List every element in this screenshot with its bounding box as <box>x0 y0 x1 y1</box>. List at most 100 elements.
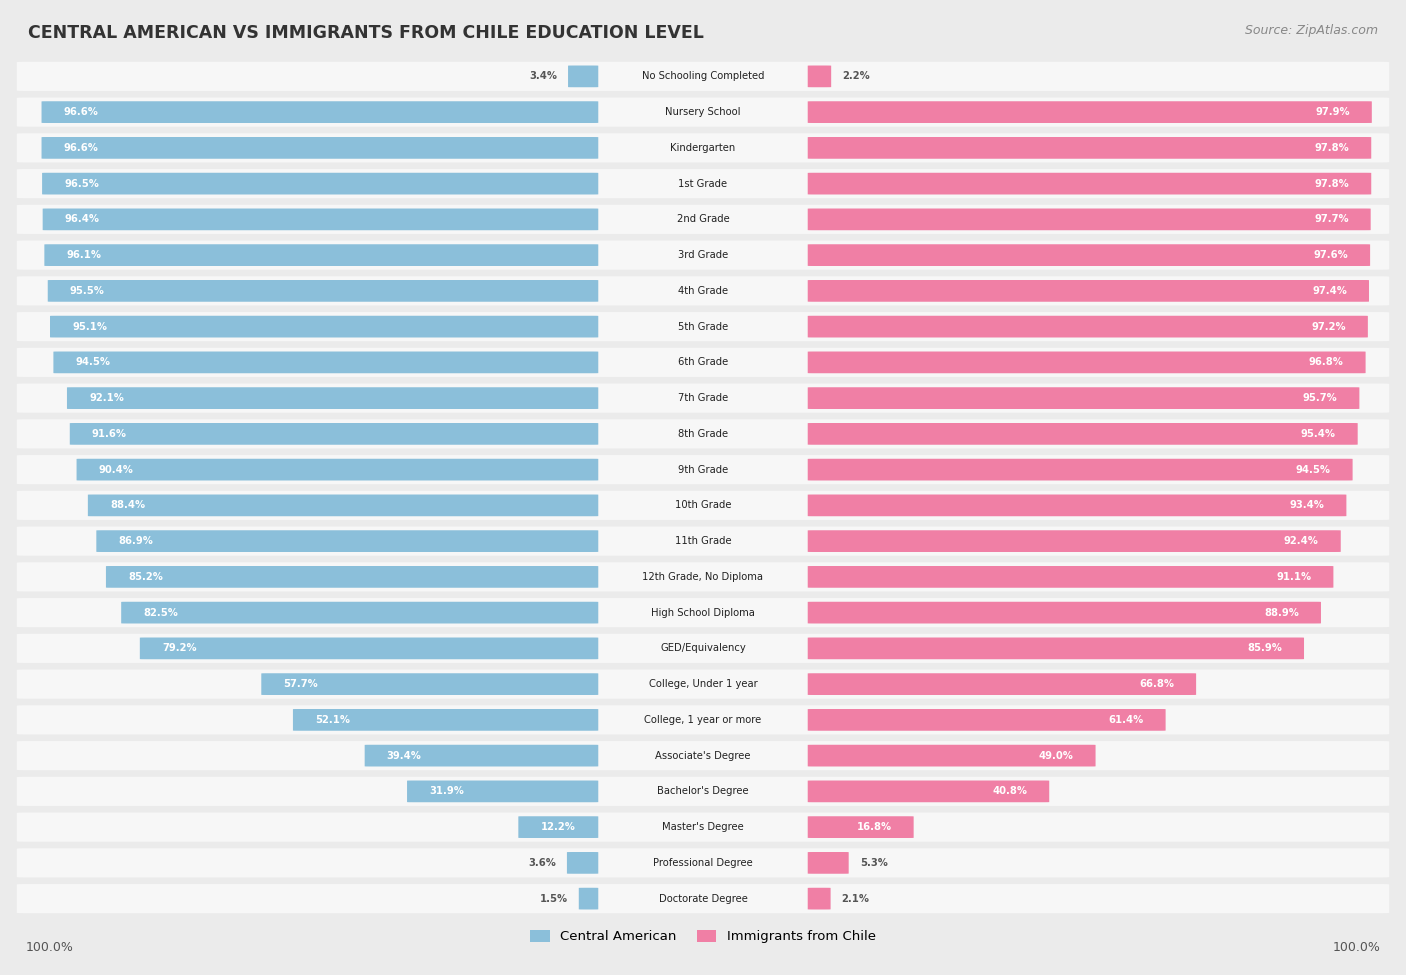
Text: Kindergarten: Kindergarten <box>671 143 735 153</box>
Text: 7th Grade: 7th Grade <box>678 393 728 403</box>
Text: 94.5%: 94.5% <box>1295 465 1330 475</box>
Text: 1st Grade: 1st Grade <box>679 178 727 188</box>
FancyBboxPatch shape <box>70 423 599 445</box>
Text: Source: ZipAtlas.com: Source: ZipAtlas.com <box>1244 24 1378 37</box>
Text: 95.5%: 95.5% <box>70 286 104 295</box>
FancyBboxPatch shape <box>807 781 1049 802</box>
FancyBboxPatch shape <box>45 245 599 266</box>
Text: 82.5%: 82.5% <box>143 607 179 617</box>
Text: 93.4%: 93.4% <box>1289 500 1324 510</box>
FancyBboxPatch shape <box>17 741 1389 770</box>
Text: 88.4%: 88.4% <box>110 500 145 510</box>
FancyBboxPatch shape <box>807 638 1303 659</box>
Text: 97.2%: 97.2% <box>1312 322 1346 332</box>
Text: Associate's Degree: Associate's Degree <box>655 751 751 760</box>
Text: 100.0%: 100.0% <box>1333 941 1381 954</box>
FancyBboxPatch shape <box>51 316 599 337</box>
Text: College, 1 year or more: College, 1 year or more <box>644 715 762 724</box>
Text: 12th Grade, No Diploma: 12th Grade, No Diploma <box>643 572 763 582</box>
FancyBboxPatch shape <box>76 459 599 481</box>
FancyBboxPatch shape <box>807 816 914 838</box>
Text: 5.3%: 5.3% <box>859 858 887 868</box>
FancyBboxPatch shape <box>17 848 1389 878</box>
Text: 97.8%: 97.8% <box>1315 143 1350 153</box>
FancyBboxPatch shape <box>17 634 1389 663</box>
FancyBboxPatch shape <box>97 530 599 552</box>
Text: 97.7%: 97.7% <box>1315 214 1348 224</box>
Text: 61.4%: 61.4% <box>1108 715 1143 724</box>
Text: 91.6%: 91.6% <box>91 429 127 439</box>
FancyBboxPatch shape <box>807 352 1365 373</box>
FancyBboxPatch shape <box>807 530 1341 552</box>
FancyBboxPatch shape <box>17 276 1389 305</box>
Text: 90.4%: 90.4% <box>98 465 134 475</box>
FancyBboxPatch shape <box>42 209 599 230</box>
Text: No Schooling Completed: No Schooling Completed <box>641 71 765 81</box>
Text: CENTRAL AMERICAN VS IMMIGRANTS FROM CHILE EDUCATION LEVEL: CENTRAL AMERICAN VS IMMIGRANTS FROM CHIL… <box>28 24 704 42</box>
Text: 97.9%: 97.9% <box>1315 107 1350 117</box>
Text: 3.6%: 3.6% <box>529 858 555 868</box>
Text: 9th Grade: 9th Grade <box>678 465 728 475</box>
Text: Bachelor's Degree: Bachelor's Degree <box>657 787 749 797</box>
Text: 88.9%: 88.9% <box>1264 607 1299 617</box>
Text: 12.2%: 12.2% <box>540 822 575 832</box>
FancyBboxPatch shape <box>17 383 1389 412</box>
Text: 94.5%: 94.5% <box>76 358 111 368</box>
FancyBboxPatch shape <box>807 709 1166 730</box>
Text: 96.6%: 96.6% <box>63 107 98 117</box>
FancyBboxPatch shape <box>42 101 599 123</box>
Text: 97.8%: 97.8% <box>1315 178 1350 188</box>
FancyBboxPatch shape <box>292 709 599 730</box>
FancyBboxPatch shape <box>17 812 1389 841</box>
FancyBboxPatch shape <box>17 777 1389 806</box>
FancyBboxPatch shape <box>807 888 831 910</box>
Text: College, Under 1 year: College, Under 1 year <box>648 680 758 689</box>
FancyBboxPatch shape <box>519 816 599 838</box>
FancyBboxPatch shape <box>17 670 1389 699</box>
FancyBboxPatch shape <box>87 494 599 516</box>
FancyBboxPatch shape <box>807 745 1095 766</box>
Text: 97.6%: 97.6% <box>1313 251 1348 260</box>
Text: 96.4%: 96.4% <box>65 214 100 224</box>
Text: 57.7%: 57.7% <box>284 680 318 689</box>
FancyBboxPatch shape <box>807 423 1358 445</box>
FancyBboxPatch shape <box>17 61 1389 91</box>
Text: 95.7%: 95.7% <box>1302 393 1337 403</box>
FancyBboxPatch shape <box>42 173 599 194</box>
FancyBboxPatch shape <box>17 455 1389 485</box>
FancyBboxPatch shape <box>17 705 1389 734</box>
Text: 96.6%: 96.6% <box>63 143 98 153</box>
FancyBboxPatch shape <box>17 598 1389 627</box>
FancyBboxPatch shape <box>579 888 599 910</box>
Legend: Central American, Immigrants from Chile: Central American, Immigrants from Chile <box>524 924 882 949</box>
FancyBboxPatch shape <box>807 173 1371 194</box>
FancyBboxPatch shape <box>364 745 599 766</box>
Text: 11th Grade: 11th Grade <box>675 536 731 546</box>
Text: Master's Degree: Master's Degree <box>662 822 744 832</box>
Text: 66.8%: 66.8% <box>1139 680 1174 689</box>
FancyBboxPatch shape <box>568 65 599 87</box>
Text: 100.0%: 100.0% <box>25 941 73 954</box>
FancyBboxPatch shape <box>807 280 1369 301</box>
Text: 95.1%: 95.1% <box>72 322 107 332</box>
Text: Doctorate Degree: Doctorate Degree <box>658 894 748 904</box>
FancyBboxPatch shape <box>807 602 1322 623</box>
FancyBboxPatch shape <box>807 566 1333 588</box>
FancyBboxPatch shape <box>807 852 849 874</box>
Text: 96.5%: 96.5% <box>65 178 98 188</box>
Text: 97.4%: 97.4% <box>1312 286 1347 295</box>
Text: 92.1%: 92.1% <box>89 393 124 403</box>
Text: 16.8%: 16.8% <box>856 822 891 832</box>
FancyBboxPatch shape <box>17 884 1389 914</box>
FancyBboxPatch shape <box>408 781 599 802</box>
Text: 2.1%: 2.1% <box>842 894 870 904</box>
FancyBboxPatch shape <box>53 352 599 373</box>
FancyBboxPatch shape <box>48 280 599 301</box>
Text: 39.4%: 39.4% <box>387 751 422 760</box>
Text: 3rd Grade: 3rd Grade <box>678 251 728 260</box>
FancyBboxPatch shape <box>17 241 1389 270</box>
Text: 95.4%: 95.4% <box>1301 429 1336 439</box>
Text: 86.9%: 86.9% <box>118 536 153 546</box>
FancyBboxPatch shape <box>262 674 599 695</box>
Text: 79.2%: 79.2% <box>162 644 197 653</box>
